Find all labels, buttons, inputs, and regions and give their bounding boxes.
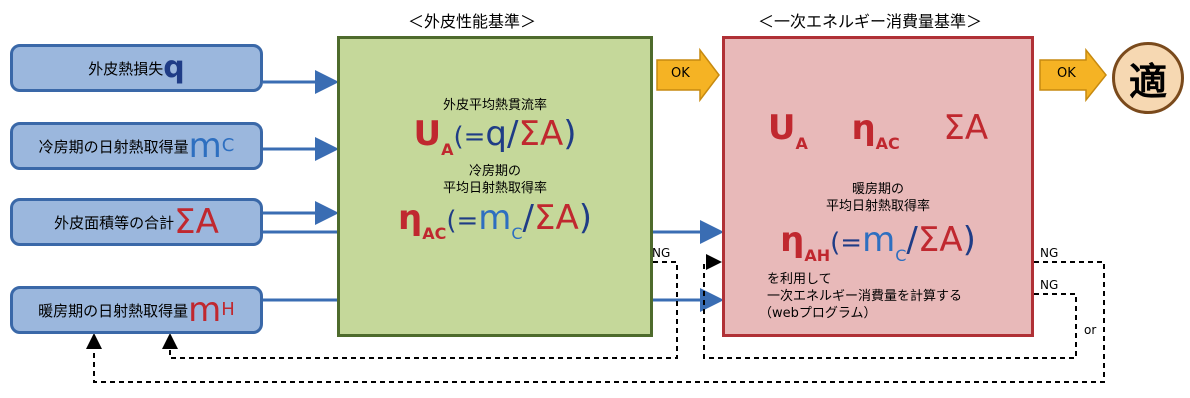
- eta-ah-close: ): [962, 220, 976, 260]
- input-heat-loss-label: 外皮熱損失: [88, 59, 164, 78]
- envelope-criteria-box: 外皮平均熱貫流率 UA(=q/ΣA) 冷房期の 平均日射熱取得率 ηAC(=mC…: [337, 36, 653, 337]
- ng-loop-envelope: [162, 261, 678, 359]
- eta-ah-open: (=: [830, 228, 863, 258]
- input-heating-solar-gain-label: 暖房期の日射熱取得量: [38, 301, 189, 320]
- ng-label-envelope: NG: [652, 246, 671, 260]
- calc-note-2: 一次エネルギー消費量を計算する: [767, 289, 963, 304]
- calc-note-3: （webプログラム）: [759, 306, 877, 321]
- ok-label-2: OK: [1057, 66, 1076, 81]
- ua-caption: 外皮平均熱貫流率: [442, 98, 547, 113]
- eta-ac-slash: /: [522, 198, 535, 238]
- eta-ac-sa: ΣA: [534, 198, 579, 238]
- eta-ac-sub: AC: [422, 224, 447, 243]
- energy-ua-sub: A: [795, 134, 808, 153]
- eta-ah-m-sub: C: [895, 246, 907, 265]
- eta-ac-caption-1: 冷房期の: [468, 164, 521, 179]
- eta-ac-formula: ηAC(=mC/ΣA): [340, 201, 650, 242]
- ua-slash: /: [507, 114, 519, 154]
- input-cooling-solar-gain-label: 冷房期の日射熱取得量: [38, 137, 189, 156]
- envelope-criteria-heading: ＜外皮性能基準＞: [408, 12, 537, 31]
- input-heating-solar-gain-sub: H: [221, 299, 235, 320]
- energy-sa-symbol: ΣA: [943, 108, 989, 148]
- input-envelope-area-symbol: ΣA: [174, 202, 219, 242]
- eta-ac-symbol: η: [397, 198, 423, 238]
- energy-criteria-box: UA ηAC ΣA 暖房期の 平均日射熱取得率 ηAH(=mC/ΣA) を利用し…: [722, 36, 1034, 337]
- eta-ah-m: m: [862, 220, 896, 260]
- eta-ah-sub: AH: [804, 246, 831, 265]
- energy-eta-ac-sub: AC: [875, 134, 900, 153]
- energy-criteria-heading: ＜一次エネルギー消費量基準＞: [758, 12, 983, 31]
- or-label: or: [1084, 323, 1097, 337]
- ua-formula: UA(=q/ΣA): [340, 117, 650, 158]
- ua-sub: A: [441, 140, 454, 159]
- eta-ac-m-sub: C: [511, 224, 523, 243]
- eta-ah-sa: ΣA: [917, 220, 963, 260]
- ok-arrow-2: [1039, 47, 1107, 103]
- eta-ac-close: ): [578, 198, 593, 238]
- input-cooling-solar-gain-symbol: m: [188, 126, 222, 166]
- input-heating-solar-gain-symbol: m: [188, 290, 222, 330]
- ua-open: (=: [453, 122, 486, 152]
- eta-ah-caption-1: 暖房期の: [851, 182, 904, 197]
- calc-note-1: を利用して: [767, 272, 832, 287]
- eta-ac-caption-2: 平均日射熱取得率: [442, 181, 547, 196]
- ua-sa: ΣA: [518, 114, 564, 154]
- energy-eta-ac-symbol: η: [851, 108, 876, 148]
- input-envelope-area-label: 外皮面積等の合計: [54, 213, 175, 232]
- input-heat-loss-symbol: q: [163, 50, 185, 85]
- input-heat-loss: 外皮熱損失 q: [10, 44, 263, 92]
- energy-inputs-row: UA ηAC ΣA: [725, 111, 1031, 152]
- eta-ac-m: m: [478, 198, 512, 238]
- eta-ah-formula: ηAH(=mC/ΣA): [725, 223, 1031, 264]
- ua-symbol: U: [413, 114, 442, 154]
- energy-ua-symbol: U: [767, 108, 796, 148]
- ng-label-energy-2: NG: [1040, 278, 1059, 292]
- ng-loop-energy-1: [86, 261, 1105, 383]
- ng-loop-energy-2: [703, 254, 1077, 359]
- ok-arrow-1: [656, 47, 720, 103]
- ua-close: ): [563, 114, 577, 154]
- eta-ac-open: (=: [446, 206, 479, 236]
- compliance-result-badge: 適: [1112, 42, 1184, 114]
- ua-q: q: [485, 114, 508, 154]
- eta-ah-caption-2: 平均日射熱取得率: [825, 199, 930, 214]
- eta-ah-slash: /: [906, 220, 918, 260]
- input-cooling-solar-gain-sub: C: [221, 135, 235, 156]
- eta-ah-symbol: η: [780, 220, 805, 260]
- ng-label-energy-1: NG: [1040, 246, 1059, 260]
- input-envelope-area: 外皮面積等の合計 ΣA: [10, 198, 263, 246]
- ok-label-1: OK: [671, 66, 690, 81]
